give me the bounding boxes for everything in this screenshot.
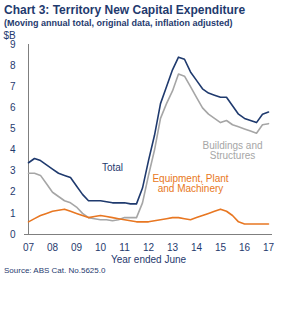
svg-text:0: 0 — [10, 229, 16, 240]
svg-text:6: 6 — [10, 102, 16, 113]
svg-text:2: 2 — [10, 186, 16, 197]
svg-text:9: 9 — [9, 38, 16, 50]
svg-text:Year ended June: Year ended June — [111, 254, 187, 265]
svg-text:09: 09 — [71, 242, 83, 253]
html-text:Source: ABS Cat. No.5625.0: Source: ABS Cat. No.5625.0 — [4, 266, 106, 275]
svg-text:Total: Total — [102, 162, 123, 173]
svg-text:17: 17 — [263, 242, 275, 253]
html-text:(Moving annual total, original: (Moving annual total, original data, inf… — [4, 18, 233, 28]
svg-text:13: 13 — [167, 242, 179, 253]
svg-text:11: 11 — [119, 242, 130, 253]
svg-text:1: 1 — [10, 208, 16, 219]
svg-text:15: 15 — [215, 242, 227, 253]
svg-text:7: 7 — [10, 81, 16, 92]
svg-text:4: 4 — [10, 144, 16, 155]
svg-text:5: 5 — [10, 123, 16, 134]
svg-text:$B: $B — [4, 30, 17, 41]
svg-text:3: 3 — [10, 165, 16, 176]
svg-text:14: 14 — [191, 242, 203, 253]
svg-text:08: 08 — [47, 242, 59, 253]
svg-text:8: 8 — [10, 60, 16, 71]
svg-text:07: 07 — [23, 242, 35, 253]
svg-text:Equipment, Plantand Machinery: Equipment, Plantand Machinery — [152, 173, 228, 194]
svg-text:10: 10 — [95, 242, 107, 253]
svg-text:Buildings andStructures: Buildings andStructures — [202, 140, 262, 161]
svg-text:16: 16 — [239, 242, 251, 253]
html-text:Chart 3: Territory New Capital: Chart 3: Territory New Capital Expenditu… — [4, 3, 246, 17]
svg-text:12: 12 — [143, 242, 155, 253]
